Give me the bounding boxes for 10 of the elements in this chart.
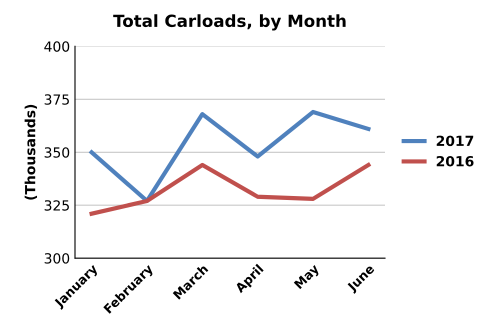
y-tick-label: 350 bbox=[44, 147, 70, 158]
y-tick-label: 300 bbox=[44, 253, 70, 264]
legend-label: 2017 bbox=[436, 136, 474, 146]
line-series bbox=[90, 162, 370, 216]
y-tick-label: 375 bbox=[44, 94, 69, 105]
legend-label: 2016 bbox=[436, 156, 474, 166]
y-axis-title: (Thousands) bbox=[24, 104, 38, 200]
chart-title: Total Carloads, by Month bbox=[113, 14, 346, 30]
y-tick-label: 400 bbox=[44, 41, 70, 52]
y-tick-label: 325 bbox=[44, 200, 69, 211]
